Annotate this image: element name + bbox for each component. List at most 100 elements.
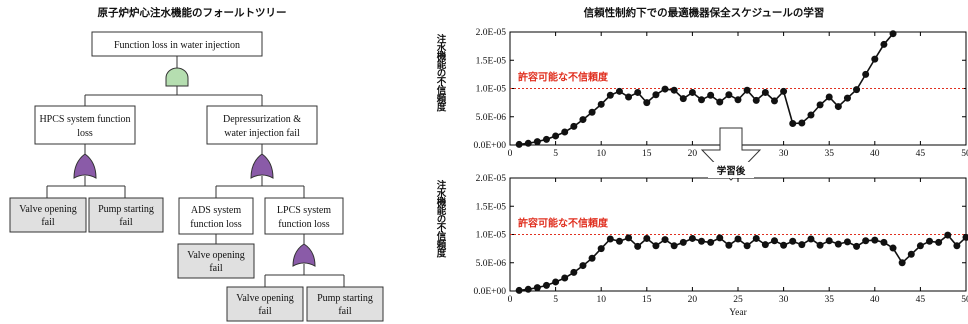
data-point (734, 96, 742, 104)
y-tick-label: 2.0E-05 (476, 174, 507, 184)
data-point (953, 242, 961, 250)
chart-after-learning: 0.0E+00 5.0E-06 1.0E-05 1.5E-05 2.0E-05 0 5 10 1… (435, 174, 968, 318)
valve-fail-line2: fail (258, 306, 272, 317)
data-point (661, 236, 669, 244)
data-point (816, 241, 824, 249)
data-point (533, 138, 541, 146)
data-point (798, 119, 806, 127)
ads-label-line2: function loss (190, 219, 241, 230)
data-point (597, 100, 605, 108)
x-tick-label: 0 (508, 295, 513, 305)
x-tick-label: 30 (779, 295, 789, 305)
data-point (916, 242, 924, 250)
data-point (798, 241, 806, 249)
data-point (661, 85, 669, 93)
learning-arrow: 学習後 (700, 127, 762, 181)
valve-fail-line2: fail (41, 217, 55, 228)
data-point (652, 242, 660, 250)
data-point (926, 237, 934, 245)
data-point (761, 88, 769, 96)
valve-fail-line2: fail (209, 263, 223, 274)
chart-title: 信頼性制約下での最適機器保全スケジュールの学習 (584, 6, 825, 19)
data-point (734, 235, 742, 243)
x-tick-label: 35 (824, 149, 834, 159)
lpcs-label-line1: LPCS system (277, 205, 331, 216)
x-tick-label: 5 (553, 149, 558, 159)
data-point (825, 93, 833, 101)
x-axis-label: Year (729, 308, 747, 318)
data-point (606, 91, 614, 99)
data-point (770, 237, 778, 245)
data-point (743, 242, 751, 250)
data-point (679, 238, 687, 246)
data-point (570, 268, 578, 276)
lpcs-valve-opening-fail-box: Valve opening fail (226, 286, 304, 322)
depress-label-line2: water injection fail (224, 128, 300, 139)
lpcs-system-box: LPCS system function loss (264, 197, 344, 235)
x-tick-label: 15 (642, 295, 652, 305)
data-point (880, 40, 888, 48)
x-tick-label: 10 (596, 295, 606, 305)
pump-fail-line1: Pump starting (98, 204, 154, 215)
x-tick-label: 20 (688, 149, 698, 159)
x-tick-label: 50 (961, 149, 968, 159)
hpcs-system-box: HPCS system function loss (34, 105, 136, 145)
data-point (780, 87, 788, 95)
data-point (807, 235, 815, 243)
x-tick-label: 15 (642, 149, 652, 159)
valve-fail-line1: Valve opening (236, 293, 294, 304)
data-point (670, 242, 678, 250)
data-point (615, 87, 623, 95)
data-point (552, 278, 560, 286)
data-point (634, 88, 642, 96)
fault-tree-title: 原子炉炉心注水機能のフォールトツリー (98, 6, 287, 19)
x-tick-label: 40 (870, 295, 880, 305)
ads-valve-opening-fail-box: Valve opening fail (177, 243, 255, 279)
or-gate-icon (73, 153, 97, 179)
threshold-label: 許容可能な不信頼度 (518, 217, 609, 230)
y-tick-label: 1.5E-05 (476, 202, 507, 212)
data-point (606, 235, 614, 243)
x-tick-label: 50 (961, 295, 968, 305)
data-point (688, 88, 696, 96)
x-tick-label: 35 (824, 295, 834, 305)
data-point (698, 96, 706, 104)
hpcs-label-line1: HPCS system function (39, 114, 130, 125)
valve-fail-line1: Valve opening (187, 250, 245, 261)
or-gate-icon (250, 153, 274, 179)
x-tick-label: 30 (779, 149, 789, 159)
data-point (533, 284, 541, 292)
data-point (944, 231, 952, 239)
data-point (962, 233, 968, 241)
data-point (761, 241, 769, 249)
data-point (871, 55, 879, 63)
learning-arrow-label: 学習後 (717, 165, 746, 177)
data-point (862, 237, 870, 245)
fault-tree-diagram: 原子炉炉心注水機能のフォールトツリー Function loss in wate… (9, 6, 384, 322)
data-point (625, 93, 633, 101)
data-point (552, 132, 560, 140)
data-point (907, 250, 915, 258)
ads-system-box: ADS system function loss (178, 197, 254, 235)
data-point (524, 139, 532, 147)
data-point (707, 238, 715, 246)
data-point (752, 234, 760, 242)
x-tick-label: 0 (508, 149, 513, 159)
x-tick-label: 45 (916, 295, 926, 305)
y-axis-label: 注水機能の不信頼度 (435, 179, 448, 258)
data-point (652, 91, 660, 99)
y-axis-label: 注水機能の不信頼度 (435, 33, 448, 112)
data-point (862, 70, 870, 78)
lpcs-label-line2: function loss (278, 219, 329, 230)
top-event-box: Function loss in water injection (91, 31, 263, 57)
data-point (807, 111, 815, 119)
data-point (743, 86, 751, 94)
y-tick-label: 1.5E-05 (476, 56, 507, 66)
x-tick-label: 45 (916, 149, 926, 159)
data-point (853, 242, 861, 250)
data-point (880, 238, 888, 246)
data-point (515, 286, 523, 294)
data-point (625, 234, 633, 242)
maintenance-schedule-charts: 信頼性制約下での最適機器保全スケジュールの学習 0.0E+00 5.0E-06 1.… (435, 6, 968, 318)
data-point (834, 103, 842, 111)
